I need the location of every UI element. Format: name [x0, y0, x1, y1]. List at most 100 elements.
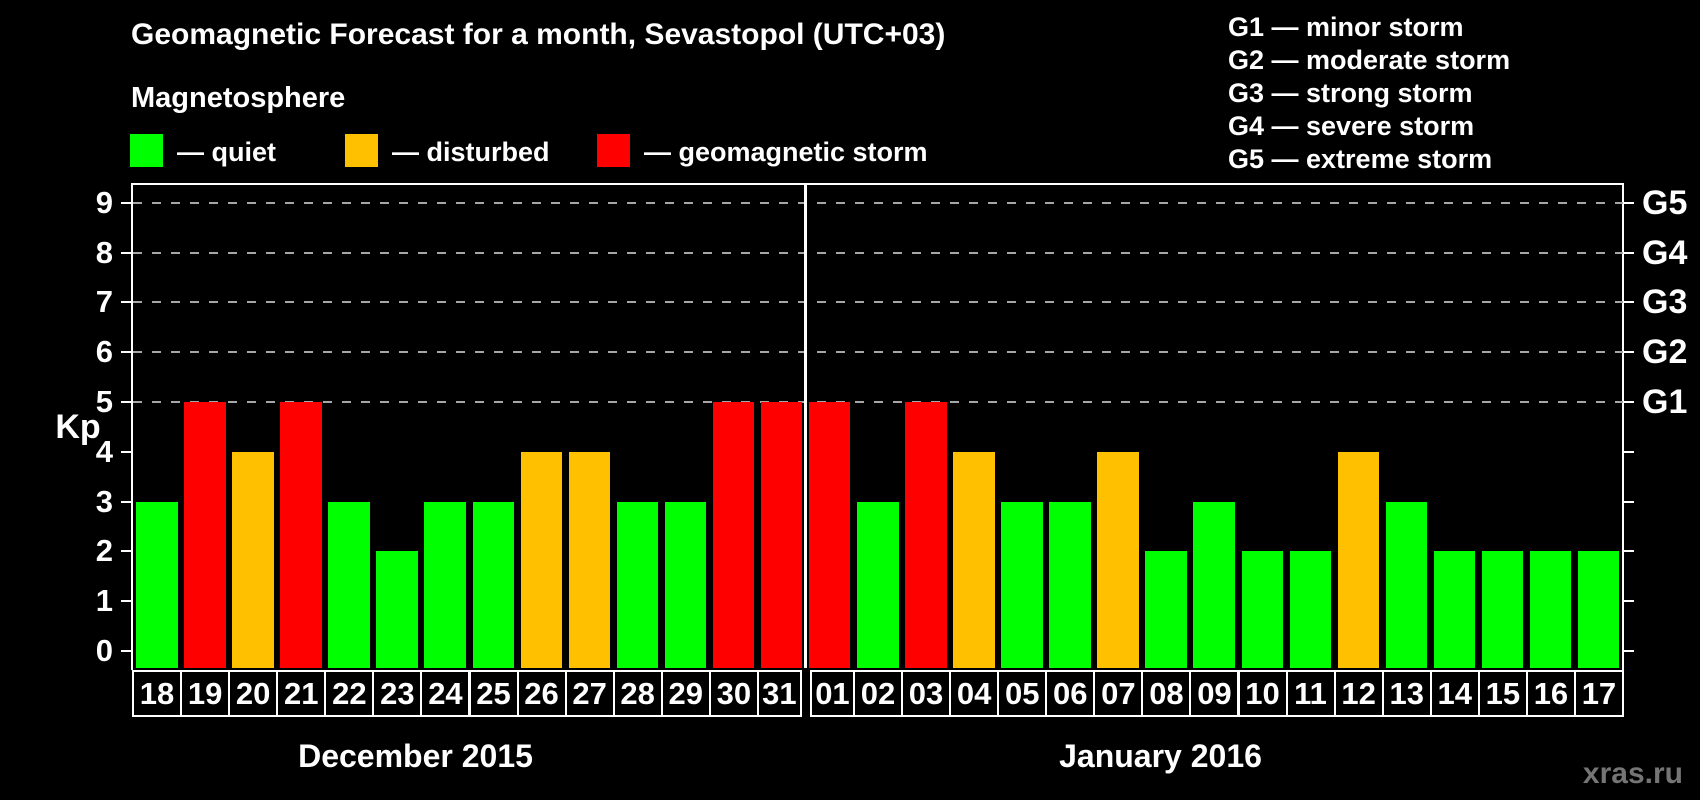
month-divider-line: [804, 185, 808, 668]
date-cell: 04: [949, 670, 1000, 717]
y-tick-label: 8: [95, 234, 113, 270]
kp-bar: [808, 402, 851, 668]
y-axis-title: Kp: [55, 408, 101, 446]
right-axis-label-G1: G1: [1642, 383, 1688, 421]
kp-bar: [712, 402, 755, 668]
disturbed-legend-label: — disturbed: [392, 137, 550, 167]
y-tick-label: 1: [95, 583, 113, 619]
date-cell: 21: [276, 670, 327, 717]
y-axis-tick: [121, 600, 131, 603]
gridline-kp-6: [133, 351, 1623, 354]
kp-bar: [1433, 551, 1476, 668]
date-cell: 07: [1093, 670, 1144, 717]
kp-bar: [857, 501, 899, 668]
gridline-kp-5: [133, 401, 1623, 403]
date-cell: 10: [1237, 670, 1288, 717]
y-axis-tick: [121, 201, 131, 204]
kp-bar: [953, 451, 995, 668]
g-legend-line: G3 — strong storm: [1228, 78, 1473, 108]
y-axis-tick: [121, 650, 131, 652]
kp-bar: [1001, 501, 1043, 668]
y-tick-label: 3: [95, 483, 113, 519]
legend-heading: Magnetosphere: [131, 82, 346, 114]
kp-bar: [760, 402, 803, 668]
kp-bar: [1385, 501, 1428, 668]
kp-bar: [1097, 451, 1139, 668]
g-scale-legend: G1 — minor storm G2 — moderate storm G3 — …: [1228, 11, 1510, 176]
disturbed-legend-swatch: [345, 134, 378, 167]
y-tick-label: 4: [95, 433, 113, 469]
date-cell: 02: [853, 670, 904, 717]
y-axis-tick: [121, 450, 131, 453]
y-tick-label: 2: [95, 533, 113, 569]
kp-bar: [1529, 551, 1572, 668]
y-axis-tick: [121, 351, 131, 354]
kp-bar: [1193, 501, 1235, 668]
storm-legend-swatch: [597, 134, 630, 167]
date-cell: 01: [809, 670, 855, 717]
gridline-kp-9: [133, 201, 1623, 204]
kp-bar: [424, 501, 466, 668]
kp-bar: [664, 501, 707, 668]
kp-bar: [1289, 551, 1332, 668]
date-cell: 18: [132, 670, 183, 717]
kp-bar: [232, 451, 274, 668]
y-tick-label: 7: [95, 284, 113, 320]
date-cell: 28: [612, 670, 663, 717]
y-axis-tick: [121, 500, 131, 503]
date-cell: 30: [708, 670, 759, 717]
date-cell: 23: [372, 670, 423, 717]
date-cell: 15: [1477, 670, 1528, 717]
date-cell: 24: [420, 670, 471, 717]
date-cell: 22: [324, 670, 375, 717]
date-cell: 29: [660, 670, 711, 717]
kp-bar: [472, 501, 515, 668]
right-axis-label-G2: G2: [1642, 333, 1688, 372]
date-cell: 13: [1381, 670, 1432, 717]
date-cell: 14: [1429, 670, 1480, 717]
date-cell: 09: [1189, 670, 1240, 717]
y-axis-tick: [121, 401, 131, 403]
date-cell: 19: [180, 670, 231, 717]
kp-bar: [280, 402, 322, 668]
right-axis-label-G4: G4: [1642, 233, 1688, 272]
kp-bar: [1577, 551, 1620, 668]
watermark: xras.ru: [1582, 757, 1683, 790]
kp-bar: [328, 501, 370, 668]
gridline-kp-8: [133, 251, 1623, 254]
kp-bar: [616, 501, 659, 668]
month-label: December 2015: [298, 738, 533, 774]
right-axis-label-G3: G3: [1642, 283, 1688, 322]
y-axis-tick: [121, 301, 131, 304]
g-legend-line: G1 — minor storm: [1228, 12, 1464, 42]
y-tick-label: 6: [95, 334, 113, 370]
y-axis-tick: [121, 550, 131, 553]
right-axis-tick: [1624, 500, 1634, 503]
right-axis-tick: [1624, 600, 1634, 603]
date-cell: 03: [901, 670, 952, 717]
quiet-legend-swatch: [130, 134, 163, 167]
kp-bar: [1337, 451, 1380, 668]
date-cell: 11: [1285, 670, 1336, 717]
date-cell: 12: [1333, 670, 1384, 717]
right-axis-tick: [1624, 550, 1634, 553]
date-cell: 25: [468, 670, 519, 717]
kp-bar: [1241, 551, 1284, 668]
y-tick-label: 9: [95, 184, 113, 220]
date-cell: 06: [1045, 670, 1096, 717]
g-legend-line: G5 — extreme storm: [1228, 144, 1493, 174]
kp-bar: [568, 451, 611, 668]
right-axis-tick: [1624, 351, 1634, 354]
date-cell: 05: [997, 670, 1048, 717]
kp-bar: [1049, 501, 1091, 668]
date-cell: 16: [1525, 670, 1576, 717]
g-legend-line: G4 — severe storm: [1228, 111, 1475, 141]
plot-area-border: [131, 183, 1624, 670]
kp-bar: [1145, 551, 1187, 668]
date-cell: 20: [228, 670, 279, 717]
page-title: Geomagnetic Forecast for a month, Sevast…: [131, 18, 946, 51]
kp-bar: [905, 402, 947, 668]
date-cell: 17: [1573, 670, 1624, 717]
right-axis-tick: [1624, 401, 1634, 403]
